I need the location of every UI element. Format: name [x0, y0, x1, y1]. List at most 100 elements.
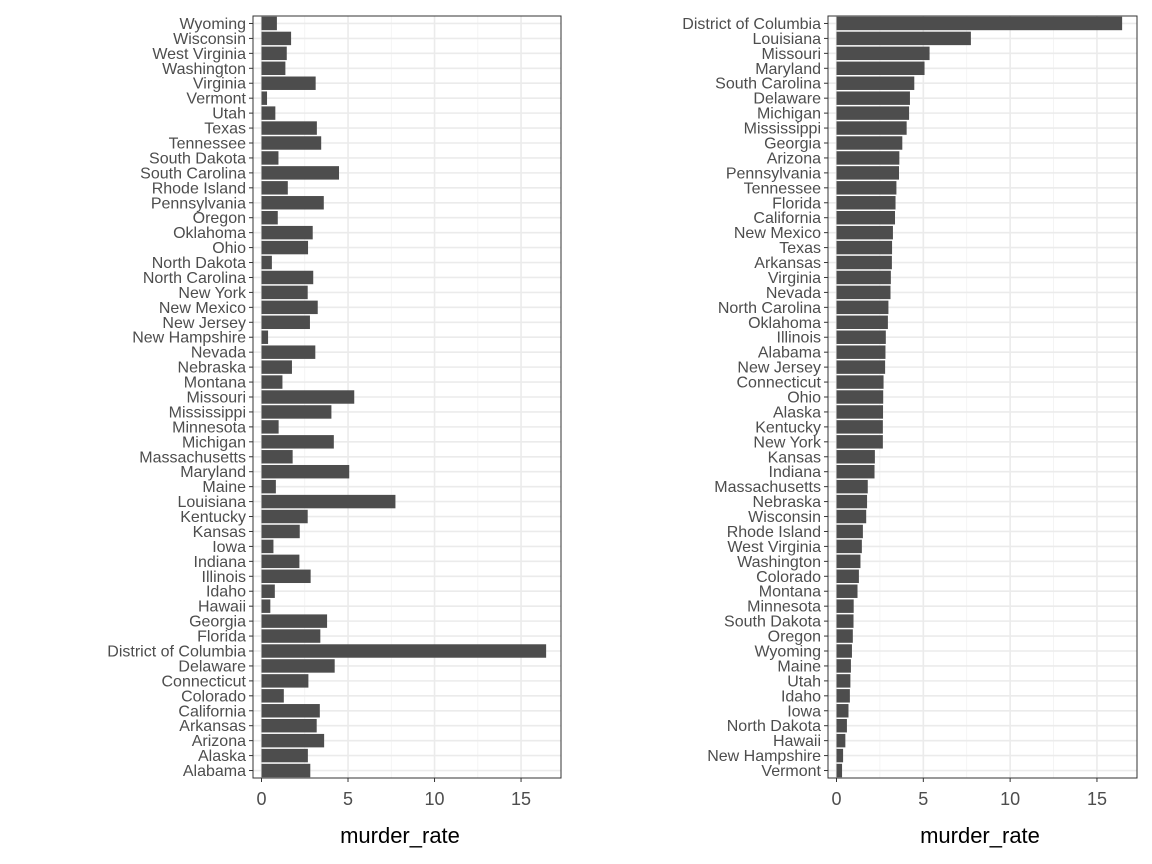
y-tick-label-idaho: Idaho [206, 584, 246, 601]
bar-kentucky [261, 509, 308, 524]
bar-alaska [836, 405, 884, 419]
bar-nebraska [836, 494, 868, 509]
bar-new-york [836, 435, 883, 449]
y-tick-label-california: California [178, 703, 246, 720]
y-tick-label-new-hampshire: New Hampshire [132, 330, 246, 347]
bar-arizona [261, 733, 325, 748]
y-tick-label-iowa: Iowa [212, 539, 246, 556]
bar-new-hampshire [261, 330, 269, 344]
y-tick-label-west-virginia: West Virginia [727, 539, 821, 556]
y-tick-label-hawaii: Hawaii [773, 733, 821, 750]
y-tick-label-oklahoma: Oklahoma [748, 315, 821, 332]
bar-iowa [261, 539, 274, 554]
x-axis-title: murder_rate [340, 823, 460, 848]
y-tick-label-wyoming: Wyoming [179, 16, 246, 33]
y-tick-label-iowa: Iowa [787, 703, 821, 720]
bar-florida [836, 196, 896, 210]
y-tick-label-louisiana: Louisiana [753, 31, 822, 48]
bar-oklahoma [836, 315, 888, 330]
y-tick-label-west-virginia: West Virginia [152, 46, 246, 63]
y-tick-label-ohio: Ohio [212, 240, 246, 257]
bar-new-jersey [261, 315, 310, 330]
y-tick-label-nebraska: Nebraska [178, 360, 247, 377]
y-tick-label-delaware: Delaware [178, 658, 246, 675]
y-tick-label-connecticut: Connecticut [162, 673, 247, 690]
y-tick-label-indiana: Indiana [194, 554, 247, 571]
x-tick-label: 5 [918, 789, 928, 809]
bar-kentucky [836, 420, 883, 434]
y-tick-label-south-carolina: South Carolina [140, 165, 246, 182]
y-tick-label-ohio: Ohio [787, 390, 821, 407]
y-tick-label-arizona: Arizona [767, 150, 821, 167]
y-tick-label-wisconsin: Wisconsin [173, 31, 246, 48]
bar-pennsylvania [261, 196, 324, 210]
y-tick-label-new-york: New York [178, 285, 247, 302]
bar-georgia [261, 614, 328, 628]
bar-arizona [836, 151, 900, 165]
bar-hawaii [261, 599, 271, 613]
y-tick-label-vermont: Vermont [186, 91, 246, 108]
bar-south-carolina [261, 166, 340, 180]
y-tick-label-oklahoma: Oklahoma [173, 225, 246, 242]
bar-nevada [836, 285, 891, 300]
bar-wisconsin [261, 31, 292, 46]
bar-mississippi [261, 405, 332, 419]
bar-wyoming [261, 16, 277, 31]
y-tick-label-nebraska: Nebraska [753, 494, 822, 511]
bar-texas [261, 121, 317, 135]
y-tick-label-arkansas: Arkansas [754, 255, 821, 272]
y-tick-label-mississippi: Mississippi [169, 404, 246, 421]
bar-tennessee [836, 181, 897, 195]
bar-alaska [261, 748, 308, 763]
y-tick-label-illinois: Illinois [777, 330, 821, 347]
y-tick-label-kentucky: Kentucky [755, 419, 821, 436]
bar-florida [261, 629, 321, 643]
bar-nevada [261, 345, 316, 359]
bar-rhode-island [836, 524, 863, 539]
bar-alabama [836, 345, 886, 359]
y-tick-label-colorado: Colorado [181, 688, 246, 705]
x-tick-label: 15 [1087, 789, 1107, 809]
bar-california [261, 704, 320, 718]
y-tick-label-vermont: Vermont [761, 763, 821, 780]
y-tick-label-california: California [753, 210, 821, 227]
y-tick-label-district-of-columbia: District of Columbia [682, 16, 821, 33]
bar-delaware [261, 659, 335, 673]
y-tick-label-tennessee: Tennessee [744, 180, 821, 197]
y-tick-label-arkansas: Arkansas [179, 718, 246, 735]
y-tick-label-oregon: Oregon [768, 629, 821, 646]
y-tick-label-wyoming: Wyoming [754, 644, 821, 661]
bar-louisiana [261, 494, 396, 509]
bar-utah [836, 674, 851, 688]
x-tick-label: 5 [343, 789, 353, 809]
bar-ohio [261, 240, 309, 255]
bar-illinois [261, 569, 311, 584]
x-tick-label: 10 [1000, 789, 1020, 809]
y-tick-label-north-dakota: North Dakota [152, 255, 246, 272]
bar-kansas [261, 524, 300, 539]
bar-louisiana [836, 31, 971, 46]
bar-california [836, 210, 896, 225]
y-tick-label-oregon: Oregon [193, 210, 246, 227]
y-tick-label-new-hampshire: New Hampshire [707, 748, 821, 765]
y-tick-label-maine: Maine [202, 479, 246, 496]
y-tick-label-north-dakota: North Dakota [727, 718, 821, 735]
y-tick-label-michigan: Michigan [182, 434, 246, 451]
y-tick-label-missouri: Missouri [186, 390, 246, 407]
y-tick-label-texas: Texas [204, 121, 246, 138]
y-tick-label-virginia: Virginia [768, 270, 821, 287]
y-tick-label-connecticut: Connecticut [737, 375, 822, 392]
bar-arkansas [836, 255, 892, 270]
bar-new-york [261, 285, 308, 300]
bar-texas [836, 240, 893, 255]
y-tick-label-florida: Florida [197, 629, 246, 646]
y-tick-label-massachusetts: Massachusetts [139, 449, 246, 466]
y-tick-label-north-carolina: North Carolina [143, 270, 246, 287]
bar-south-dakota [836, 614, 854, 628]
y-tick-label-pennsylvania: Pennsylvania [151, 195, 246, 212]
y-tick-label-virginia: Virginia [193, 76, 246, 93]
y-tick-label-maryland: Maryland [755, 61, 821, 78]
y-tick-label-alaska: Alaska [773, 404, 821, 421]
